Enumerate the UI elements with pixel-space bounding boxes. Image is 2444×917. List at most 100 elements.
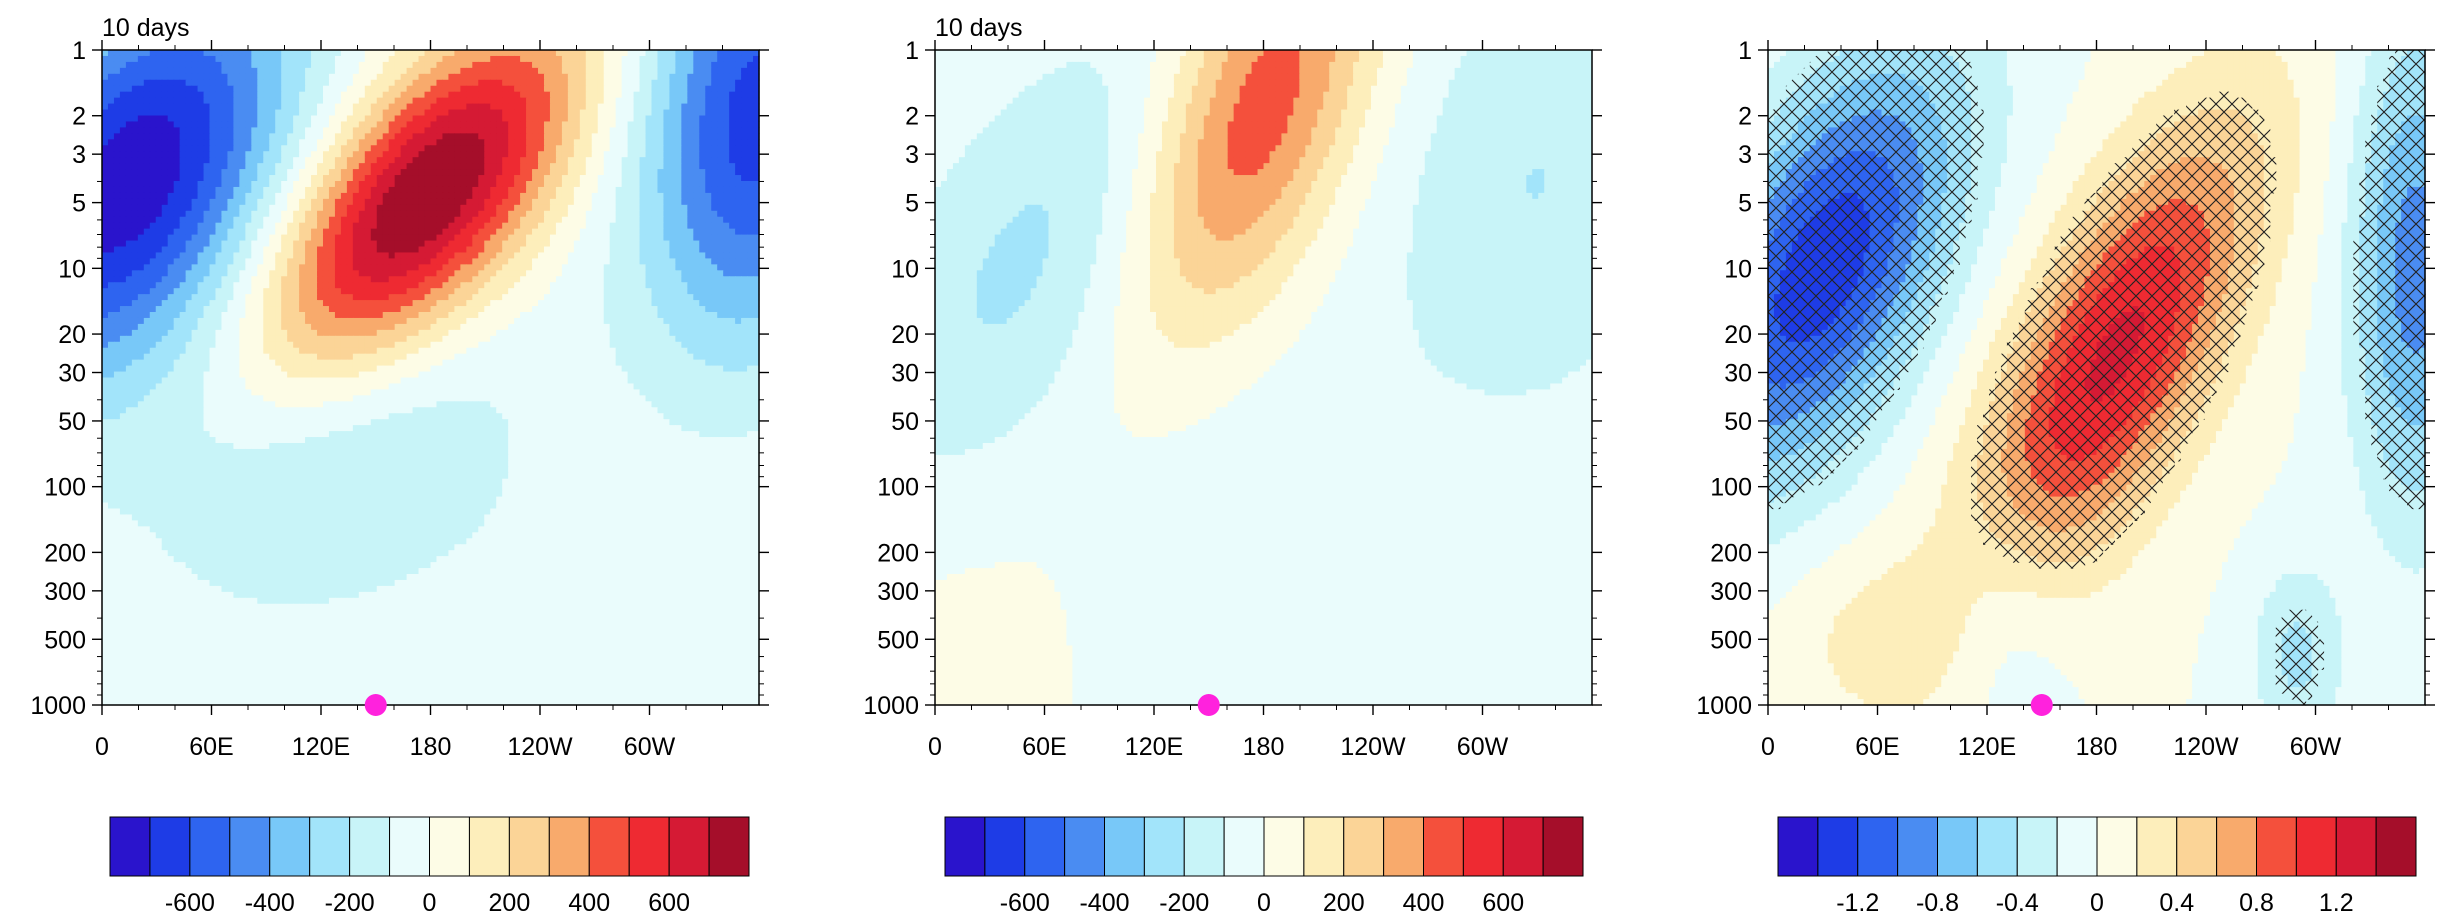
contour-cell bbox=[747, 175, 754, 182]
contour-cell bbox=[526, 127, 533, 134]
contour-cell bbox=[275, 50, 282, 57]
contour-cell bbox=[603, 288, 611, 295]
contour-cell bbox=[209, 258, 217, 265]
contour-cell bbox=[651, 288, 659, 295]
contour-cell bbox=[699, 210, 706, 218]
contour-cell bbox=[281, 270, 288, 277]
contour-cell bbox=[681, 139, 688, 146]
contour-cell bbox=[627, 175, 635, 182]
contour-cell bbox=[191, 210, 199, 218]
contour-cell bbox=[269, 127, 276, 134]
contour-cell bbox=[508, 288, 515, 295]
contour-cell bbox=[741, 181, 748, 188]
contour-cell bbox=[591, 133, 599, 140]
contour-cell bbox=[609, 73, 617, 81]
contour-cell bbox=[609, 204, 617, 212]
contour-cell bbox=[454, 67, 461, 75]
contour-cell bbox=[197, 300, 205, 307]
contour-cell bbox=[514, 175, 521, 182]
contour-cell bbox=[155, 115, 163, 123]
contour-cell bbox=[621, 198, 629, 206]
contour-cell bbox=[466, 300, 473, 307]
contour-cell bbox=[651, 79, 659, 87]
contour-cell bbox=[269, 276, 276, 283]
contour-cell bbox=[520, 252, 527, 259]
contour-cell bbox=[167, 50, 175, 57]
contour-cell bbox=[729, 246, 736, 254]
contour-cell bbox=[555, 204, 563, 212]
contour-cell bbox=[681, 252, 688, 259]
contour-cell bbox=[299, 198, 306, 206]
contour-cell bbox=[448, 288, 455, 295]
contour-cell bbox=[215, 91, 223, 99]
contour-cell bbox=[543, 85, 551, 93]
contour-cell bbox=[179, 67, 187, 75]
contour-cell bbox=[543, 312, 551, 319]
contour-cell bbox=[573, 276, 581, 283]
contour-cell bbox=[340, 264, 348, 271]
contour-cell bbox=[209, 181, 217, 188]
contour-cell bbox=[555, 216, 563, 224]
contour-cell bbox=[191, 73, 199, 81]
contour-cell bbox=[215, 97, 223, 105]
contour-cell bbox=[609, 121, 617, 128]
contour-cell bbox=[203, 175, 211, 182]
contour-cell bbox=[227, 300, 234, 307]
contour-cell bbox=[334, 55, 342, 63]
contour-cell bbox=[376, 151, 384, 158]
contour-cell bbox=[705, 204, 712, 212]
contour-cell bbox=[185, 97, 193, 105]
contour-cell bbox=[185, 276, 193, 283]
contour-cell bbox=[317, 163, 324, 170]
contour-cell bbox=[113, 312, 121, 319]
contour-cell bbox=[215, 317, 223, 325]
contour-cell bbox=[400, 115, 408, 123]
contour-cell bbox=[633, 139, 641, 146]
contour-cell bbox=[729, 157, 736, 164]
contour-cell bbox=[484, 127, 491, 134]
contour-cell bbox=[549, 127, 557, 134]
contour-cell bbox=[436, 121, 444, 128]
contour-cell bbox=[484, 91, 491, 99]
contour-cell bbox=[633, 50, 641, 57]
contour-cell bbox=[197, 234, 205, 242]
contour-cell bbox=[209, 192, 217, 200]
contour-cell bbox=[239, 67, 246, 75]
contour-cell bbox=[334, 91, 342, 99]
contour-cell bbox=[125, 282, 133, 289]
contour-cell bbox=[442, 234, 450, 242]
contour-cell bbox=[221, 85, 229, 93]
contour-cell bbox=[400, 294, 408, 301]
contour-cell bbox=[102, 55, 109, 63]
contour-cell bbox=[430, 169, 438, 176]
contour-cell bbox=[233, 300, 240, 307]
contour-cell bbox=[627, 234, 635, 242]
contour-cell bbox=[609, 175, 617, 182]
contour-cell bbox=[221, 115, 229, 123]
contour-cell bbox=[466, 210, 473, 218]
contour-cell bbox=[251, 246, 258, 254]
contour-cell bbox=[239, 97, 246, 105]
contour-cell bbox=[729, 288, 736, 295]
contour-cell bbox=[645, 151, 653, 158]
contour-cell bbox=[561, 109, 569, 117]
contour-cell bbox=[424, 91, 432, 99]
contour-cell bbox=[245, 216, 252, 224]
contour-cell bbox=[538, 103, 545, 111]
contour-cell bbox=[412, 246, 420, 254]
contour-cell bbox=[269, 85, 276, 93]
contour-cell bbox=[615, 103, 623, 111]
contour-cell bbox=[161, 133, 169, 140]
contour-cell bbox=[657, 234, 665, 242]
contour-cell bbox=[735, 210, 742, 218]
contour-cell bbox=[305, 127, 312, 134]
contour-cell bbox=[400, 127, 408, 134]
contour-cell bbox=[322, 210, 330, 218]
contour-cell bbox=[287, 258, 294, 265]
contour-cell bbox=[107, 246, 115, 254]
contour-cell bbox=[753, 222, 760, 230]
contour-cell bbox=[520, 61, 527, 69]
contour-cell bbox=[209, 306, 217, 313]
contour-cell bbox=[520, 258, 527, 265]
contour-cell bbox=[119, 163, 127, 170]
